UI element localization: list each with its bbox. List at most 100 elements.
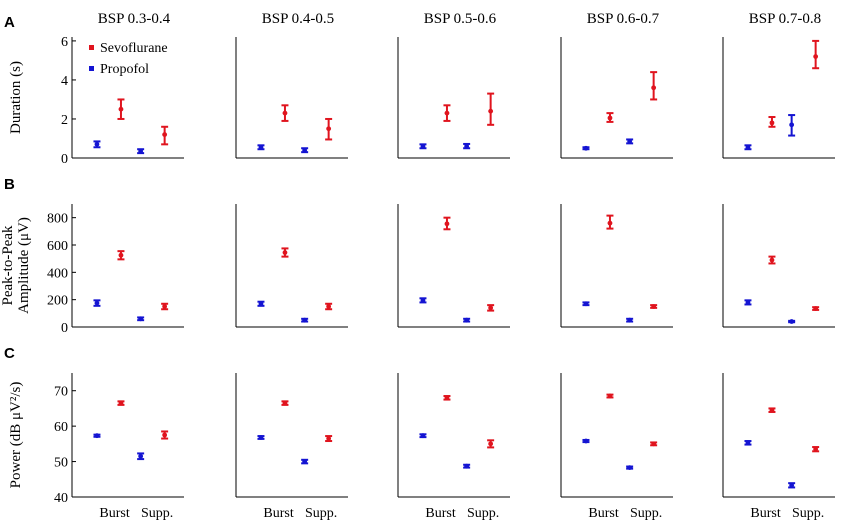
y-tick-label-b1-0: 0 — [61, 321, 68, 336]
errorbar-c2-sevoflurane-burst-point — [282, 400, 288, 406]
errorbar-b5-propofol-supp-point — [789, 319, 795, 324]
y-axis-label-b-2: Amplitude (μV) — [16, 217, 32, 314]
errorbar-c1-propofol-supp-point — [138, 453, 144, 459]
errorbar-c1-sevoflurane-supp-point — [162, 432, 168, 438]
errorbar-c4-sevoflurane-burst-point — [607, 393, 613, 399]
errorbar-c5-propofol-burst-point — [745, 440, 751, 446]
x-tick-label-c4-supp: Supp. — [630, 506, 662, 521]
x-tick-label-c4-burst: Burst — [588, 506, 618, 521]
errorbar-a4-propofol-burst-point — [583, 145, 589, 151]
errorbar-c1-propofol-burst-point — [94, 433, 100, 439]
errorbar-b3-propofol-supp-point — [464, 317, 470, 323]
y-axis-label-b-1: Peak-to-Peak — [0, 225, 16, 305]
y-tick-label-b1-600: 600 — [47, 239, 68, 254]
x-tick-label-c5-burst: Burst — [750, 506, 780, 521]
errorbar-c4-propofol-supp-point — [627, 465, 633, 470]
errorbar-c3-propofol-supp-point — [464, 463, 470, 469]
y-tick-label-c1-40: 40 — [54, 491, 68, 506]
errorbar-a4-sevoflurane-supp-point — [651, 85, 657, 91]
errorbar-b2-sevoflurane-burst-point — [282, 250, 288, 255]
x-tick-label-c1-burst: Burst — [99, 506, 129, 521]
x-tick-label-c3-supp: Supp. — [467, 506, 499, 521]
errorbar-c2-propofol-supp-point — [302, 459, 308, 464]
errorbar-c5-sevoflurane-supp-point — [813, 446, 819, 452]
errorbar-a3-sevoflurane-supp-point — [488, 108, 494, 114]
errorbar-c2-sevoflurane-supp-point — [326, 436, 332, 441]
x-tick-label-c3-burst: Burst — [425, 506, 455, 521]
x-tick-label-c2-supp: Supp. — [305, 506, 337, 521]
errorbar-b4-propofol-burst-point — [583, 301, 589, 307]
panel-letter-c: C — [4, 345, 15, 362]
errorbar-b5-propofol-burst-point — [745, 300, 751, 305]
errorbar-b1-sevoflurane-burst-point — [118, 252, 124, 258]
errorbar-b2-sevoflurane-supp-point — [326, 304, 332, 309]
y-tick-label-b1-400: 400 — [47, 266, 68, 281]
legend-marker-propofol — [89, 66, 94, 71]
errorbar-a2-propofol-supp-point — [302, 147, 308, 153]
errorbar-c4-propofol-burst-point — [583, 438, 589, 444]
errorbar-b4-sevoflurane-burst-point — [607, 220, 613, 226]
y-axis-label-a-1: Duration (s) — [8, 61, 24, 134]
errorbar-a3-propofol-supp-point — [464, 143, 470, 149]
errorbar-b4-sevoflurane-supp-point — [651, 304, 657, 309]
y-tick-label-c1-70: 70 — [54, 385, 68, 400]
errorbar-c3-propofol-burst-point — [420, 433, 426, 439]
errorbar-b3-sevoflurane-supp-point — [488, 305, 494, 311]
legend-marker-sevoflurane — [89, 45, 94, 50]
errorbar-a5-propofol-burst-point — [745, 144, 751, 150]
errorbar-b4-propofol-supp-point — [627, 317, 633, 323]
x-tick-label-c2-burst: Burst — [263, 506, 293, 521]
x-tick-label-c1-supp: Supp. — [141, 506, 173, 521]
column-title-5: BSP 0.7-0.8 — [749, 11, 821, 27]
y-tick-label-c1-50: 50 — [54, 456, 68, 471]
errorbar-a4-sevoflurane-burst-point — [607, 115, 613, 121]
errorbar-a1-propofol-supp-point — [138, 148, 144, 154]
errorbar-a2-propofol-burst-point — [258, 144, 264, 150]
column-title-1: BSP 0.3-0.4 — [98, 11, 171, 27]
errorbar-a3-propofol-burst-point — [420, 143, 426, 149]
errorbar-a5-propofol-supp-point — [789, 122, 795, 128]
errorbar-a3-sevoflurane-burst-point — [444, 110, 450, 116]
legend-label-propofol: Propofol — [100, 62, 149, 77]
errorbar-a2-sevoflurane-burst-point — [282, 110, 288, 116]
errorbar-b1-sevoflurane-supp-point — [162, 304, 168, 309]
errorbar-b1-propofol-supp-point — [138, 316, 144, 322]
errorbar-a1-sevoflurane-burst-point — [118, 106, 124, 112]
errorbar-b5-sevoflurane-supp-point — [813, 306, 819, 311]
legend-label-sevoflurane: Sevoflurane — [100, 41, 168, 56]
y-tick-label-a1-6: 6 — [61, 35, 68, 50]
column-title-3: BSP 0.5-0.6 — [424, 11, 497, 27]
y-tick-label-c1-60: 60 — [54, 420, 68, 435]
errorbar-a1-sevoflurane-supp-point — [162, 132, 168, 137]
errorbar-c2-propofol-burst-point — [258, 435, 264, 440]
errorbar-b3-propofol-burst-point — [420, 297, 426, 303]
y-tick-label-b1-800: 800 — [47, 212, 68, 227]
y-axis-label-c-1: Power (dB μV²/s) — [8, 382, 24, 489]
errorbar-c3-sevoflurane-supp-point — [488, 441, 494, 447]
column-title-2: BSP 0.4-0.5 — [262, 11, 334, 27]
errorbar-c1-sevoflurane-burst-point — [118, 400, 124, 406]
errorbar-a2-sevoflurane-supp-point — [326, 126, 332, 132]
errorbar-a5-sevoflurane-supp-point — [813, 54, 819, 59]
errorbar-a5-sevoflurane-burst-point — [769, 120, 775, 126]
errorbar-b1-propofol-burst-point — [94, 300, 100, 306]
x-tick-label-c5-supp: Supp. — [792, 506, 824, 521]
errorbar-c5-propofol-supp-point — [789, 482, 795, 488]
y-tick-label-a1-4: 4 — [61, 74, 68, 89]
errorbar-b2-propofol-burst-point — [258, 301, 264, 307]
column-title-4: BSP 0.6-0.7 — [587, 11, 660, 27]
errorbar-a1-propofol-burst-point — [94, 141, 100, 147]
panel-letter-a: A — [4, 14, 15, 31]
y-tick-label-a1-2: 2 — [61, 113, 68, 128]
y-tick-label-a1-0: 0 — [61, 152, 68, 167]
errorbar-b2-propofol-supp-point — [302, 317, 308, 323]
errorbar-b5-sevoflurane-burst-point — [769, 257, 775, 263]
errorbar-c3-sevoflurane-burst-point — [444, 395, 450, 401]
errorbar-c5-sevoflurane-burst-point — [769, 407, 775, 413]
errorbar-c4-sevoflurane-supp-point — [651, 441, 657, 447]
errorbar-a4-propofol-supp-point — [627, 139, 633, 144]
y-tick-label-b1-200: 200 — [47, 294, 68, 309]
errorbar-b3-sevoflurane-burst-point — [444, 221, 450, 227]
panel-letter-b: B — [4, 176, 15, 193]
